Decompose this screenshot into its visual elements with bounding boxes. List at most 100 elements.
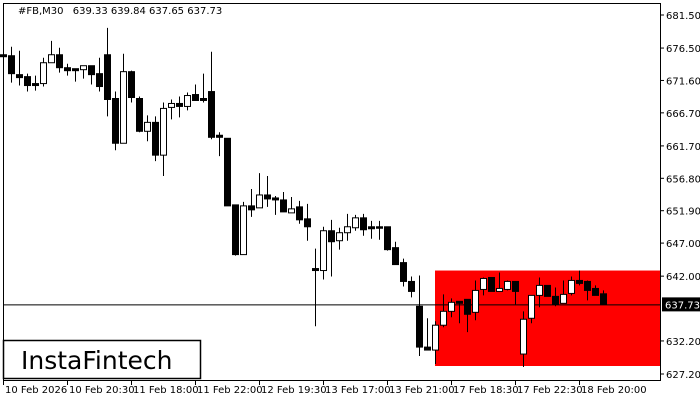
candle	[224, 137, 231, 207]
candle-body-bearish	[584, 280, 591, 291]
candle	[352, 214, 359, 231]
candle-body-bearish	[392, 247, 399, 266]
y-tick-label: 627.20	[666, 370, 700, 381]
candle	[0, 21, 7, 82]
candle-body-bearish	[56, 54, 63, 69]
y-tick-label: 632.20	[666, 337, 700, 348]
candle	[24, 73, 31, 92]
x-tick-label: 11 Feb 22:00	[197, 385, 263, 396]
candle	[144, 115, 151, 142]
instafintech-logo: InstaFintech	[2, 339, 202, 380]
candle-body-bearish	[176, 102, 183, 107]
candle-body-bullish	[480, 277, 487, 290]
candle-body-bullish	[40, 62, 47, 85]
x-tick-label: 13 Feb 21:00	[389, 385, 455, 396]
candle-body-bearish	[376, 226, 383, 229]
candle-body-bearish	[360, 217, 367, 231]
y-tick-label: 666.70	[666, 109, 700, 120]
candle-body-bullish	[440, 310, 447, 326]
candle-body-bearish	[576, 279, 583, 284]
candle	[376, 220, 383, 240]
candle	[392, 241, 399, 266]
candle	[464, 298, 471, 333]
candle	[544, 284, 551, 297]
candle	[360, 213, 367, 236]
candle	[32, 75, 39, 91]
candle-body-bullish	[320, 230, 327, 272]
candle	[408, 276, 415, 298]
candle	[584, 280, 591, 301]
candle	[592, 285, 599, 296]
candle-body-bearish	[544, 284, 551, 297]
candle	[424, 318, 431, 351]
candle-body-bearish	[312, 268, 319, 272]
candle	[136, 96, 143, 133]
candle	[320, 226, 327, 280]
candle	[368, 220, 375, 239]
candle-body-bullish	[496, 287, 503, 292]
candle-body-bearish	[368, 226, 375, 230]
symbol-label: #FB,M30	[18, 6, 64, 17]
candle	[64, 63, 71, 76]
candle-body-bullish	[336, 232, 343, 242]
x-tick-label: 11 Feb 18:00	[133, 385, 199, 396]
candle-body-bearish	[384, 226, 391, 251]
candle	[120, 53, 127, 144]
candle-body-bearish	[456, 300, 463, 304]
candle-body-bearish	[96, 73, 103, 88]
candle	[208, 51, 215, 140]
candle	[504, 280, 511, 291]
candle-body-bearish	[280, 199, 287, 213]
candle	[432, 321, 439, 365]
current-price-badge	[662, 297, 700, 312]
y-tick-label: 651.90	[666, 207, 700, 218]
pattern-zone	[435, 270, 660, 367]
logo-text: InstaFintech	[21, 346, 173, 375]
y-tick-label: 656.80	[666, 174, 700, 185]
candle	[168, 99, 175, 120]
candle	[536, 277, 543, 308]
candle-body-bearish	[464, 298, 471, 315]
candle-body-bearish	[192, 94, 199, 101]
candle-body-bearish	[248, 205, 255, 211]
candle	[216, 132, 223, 157]
candle-body-bullish	[80, 65, 87, 71]
candle-body-bearish	[296, 206, 303, 221]
candle	[296, 200, 303, 224]
candle-body-bullish	[528, 294, 535, 319]
y-tick-label: 671.60	[666, 76, 700, 87]
candle-body-bullish	[352, 217, 359, 229]
candle-body-bullish	[568, 279, 575, 294]
candle	[448, 298, 455, 318]
candle-body-bearish	[104, 54, 111, 100]
candle-body-bullish	[560, 293, 567, 304]
x-tick-label: 18 Feb 20:00	[581, 385, 647, 396]
candle	[16, 50, 23, 86]
candle	[80, 65, 87, 79]
candle	[288, 196, 295, 214]
candle	[312, 248, 319, 327]
chart-title: #FB,M30 639.33 639.84 637.65 637.73	[18, 6, 222, 17]
candle-body-bearish	[16, 74, 23, 79]
candle-body-bearish	[424, 346, 431, 351]
candle-body-bearish	[328, 230, 335, 243]
candle	[344, 213, 351, 241]
candle-body-bearish	[24, 76, 31, 87]
candle	[600, 290, 607, 305]
candle	[560, 280, 567, 304]
candle	[472, 280, 479, 321]
candle	[576, 270, 583, 286]
candle	[112, 91, 119, 151]
x-tick-label: 17 Feb 22:30	[517, 385, 583, 396]
candle-body-bullish	[448, 301, 455, 312]
candle-body-bullish	[184, 95, 191, 107]
candle-body-bearish	[32, 83, 39, 87]
candle	[40, 57, 47, 87]
candle	[72, 68, 79, 82]
candle-body-bullish	[48, 54, 55, 64]
candle-body-bearish	[304, 218, 311, 228]
candle	[512, 280, 519, 305]
candle	[520, 311, 527, 367]
candle	[256, 173, 263, 209]
